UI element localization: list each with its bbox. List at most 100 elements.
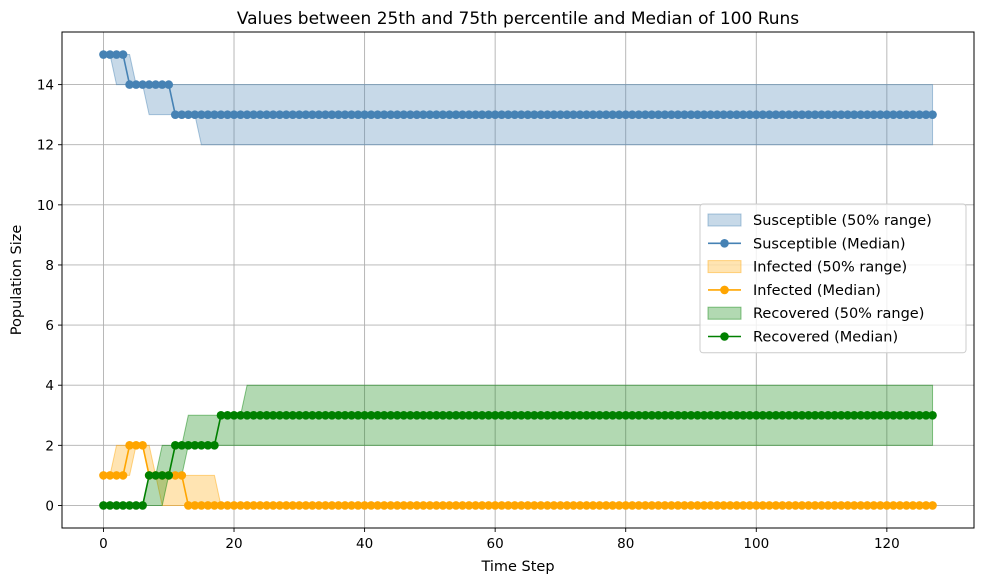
recovered-median-swatch-marker — [720, 332, 729, 341]
recovered-median-point — [373, 410, 382, 420]
susceptible-median-point — [197, 110, 206, 119]
recovered-median-point — [314, 410, 324, 420]
susceptible-median-point — [641, 110, 650, 119]
susceptible-median-point — [758, 110, 768, 119]
recovered-median-point — [210, 441, 219, 450]
recovered-median-point — [458, 410, 467, 420]
infected-median-point — [706, 501, 715, 510]
infected-median-point — [856, 501, 866, 510]
susceptible-median-point — [360, 110, 369, 119]
recovered-median-point — [876, 410, 885, 420]
susceptible-median-point — [849, 110, 859, 119]
susceptible-median-point — [151, 80, 160, 89]
susceptible-median-point — [745, 110, 755, 119]
infected-median-point — [882, 501, 892, 510]
susceptible-median-point — [569, 110, 578, 119]
recovered-median-point — [125, 501, 134, 510]
infected-median-point — [451, 501, 461, 510]
recovered-median-point — [242, 410, 252, 420]
susceptible-median-point — [477, 110, 487, 119]
susceptible-median-point — [281, 110, 291, 119]
susceptible-band-label: Susceptible (50% range) — [753, 213, 932, 229]
susceptible-median-point — [582, 110, 591, 119]
infected-median-point — [105, 471, 115, 480]
infected-median-point — [843, 501, 852, 510]
susceptible-median-point — [216, 110, 226, 119]
x-tick-label: 80 — [617, 536, 634, 552]
susceptible-median-point — [275, 110, 285, 119]
recovered-median-point — [203, 441, 213, 450]
recovered-median-point — [268, 410, 278, 420]
infected-median-point — [412, 501, 422, 510]
susceptible-median-point — [203, 110, 213, 119]
susceptible-median-point — [536, 110, 546, 119]
infected-median-point — [686, 501, 696, 510]
recovered-median-point — [575, 410, 585, 420]
recovered-median-point — [275, 410, 285, 420]
axis-ticks: 0 20 40 60 80 100 120 0 2 4 6 8 10 12 14 — [37, 78, 900, 552]
susceptible-median-point — [249, 110, 258, 119]
y-tick-label: 4 — [45, 378, 54, 394]
infected-median-point — [419, 501, 428, 510]
infected-median-point — [608, 501, 617, 510]
recovered-median-point — [170, 441, 180, 450]
susceptible-median-point — [889, 110, 898, 119]
infected-median-point — [758, 501, 768, 510]
recovered-median-point — [236, 410, 245, 420]
recovered-band-swatch — [707, 306, 742, 320]
recovered-median-point — [477, 410, 487, 420]
infected-median-point — [386, 501, 395, 510]
infected-median-point — [334, 501, 343, 510]
susceptible-median-point — [184, 110, 193, 119]
susceptible-median-point — [503, 110, 513, 119]
infected-median-swatch-marker — [720, 285, 729, 295]
recovered-median-point — [634, 410, 644, 420]
infected-median-point — [849, 501, 859, 510]
infected-median-point — [523, 501, 533, 510]
infected-median-point — [751, 501, 761, 510]
recovered-median-point — [608, 410, 617, 420]
infected-median-point — [464, 501, 474, 510]
susceptible-median-point — [654, 110, 663, 119]
recovered-median-point — [699, 410, 709, 420]
infected-median-point — [569, 501, 578, 510]
susceptible-median-point — [105, 50, 115, 59]
recovered-median-point — [745, 410, 755, 420]
susceptible-median-point — [797, 110, 807, 119]
recovered-median-point — [543, 410, 552, 420]
susceptible-median-point — [451, 110, 461, 119]
infected-median-point — [340, 501, 350, 510]
infected-median-point — [236, 501, 245, 510]
recovered-median-point — [654, 410, 663, 420]
x-tick-label: 100 — [743, 536, 769, 552]
susceptible-median-point — [562, 110, 572, 119]
recovered-median-point — [902, 410, 911, 420]
recovered-median-point — [569, 410, 578, 420]
susceptible-median-point — [399, 110, 409, 119]
recovered-median-point — [197, 441, 206, 450]
recovered-median-point — [915, 410, 924, 420]
recovered-median-point — [869, 410, 879, 420]
susceptible-median-point — [595, 110, 604, 119]
recovered-median-point — [862, 410, 872, 420]
susceptible-median-point — [588, 110, 598, 119]
y-tick-label: 10 — [37, 198, 54, 214]
infected-median-point — [190, 501, 200, 510]
infected-median-point — [765, 501, 774, 510]
recovered-median-point — [484, 410, 493, 420]
y-tick-label: 0 — [45, 498, 54, 514]
recovered-median-point — [490, 410, 500, 420]
infected-median-point — [510, 501, 520, 510]
susceptible-median-point — [392, 110, 402, 119]
infected-median-point — [360, 501, 369, 510]
infected-median-point — [229, 501, 239, 510]
recovered-median-point — [144, 471, 154, 480]
infected-median-point — [693, 501, 702, 510]
susceptible-median-point — [719, 110, 728, 119]
y-tick-label: 6 — [45, 318, 54, 334]
infected-median-point — [197, 501, 206, 510]
recovered-median-point — [549, 410, 559, 420]
infected-median-point — [275, 501, 285, 510]
recovered-median-label: Recovered (Median) — [753, 330, 898, 346]
